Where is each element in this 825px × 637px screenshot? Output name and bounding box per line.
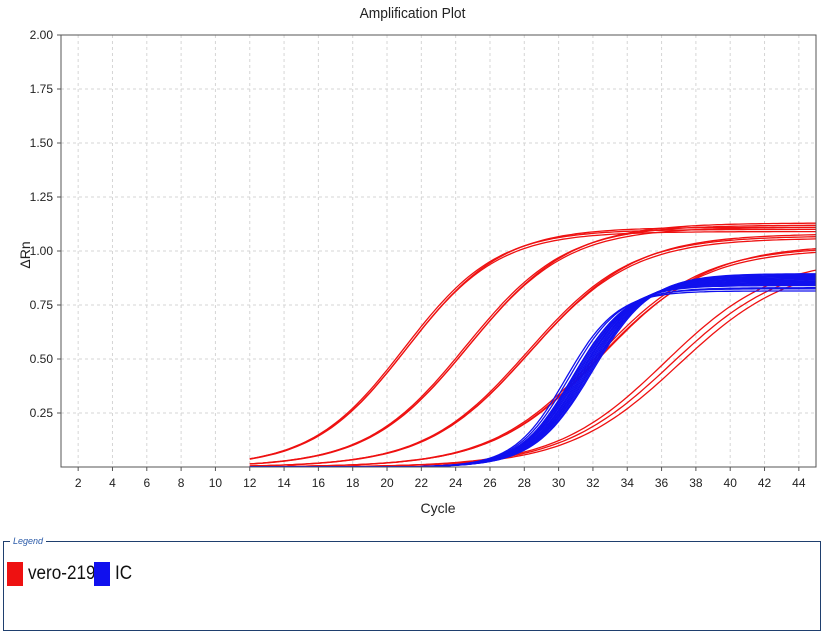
ic-curve <box>249 273 816 467</box>
legend-label: IC <box>115 563 133 584</box>
y-axis-title: ΔRn <box>17 241 33 268</box>
legend: Legend vero-219 IC <box>3 535 821 631</box>
x-tick-label: 44 <box>792 476 806 490</box>
x-tick-label: 24 <box>449 476 463 490</box>
x-axis-ticks: 2 4 6 8 10 12 14 16 18 20 22 24 26 28 30 32 34 36 38 40 42 44 <box>75 467 806 490</box>
legend-item-ic[interactable]: IC <box>94 562 134 586</box>
ic-curve <box>249 282 816 467</box>
x-tick-label: 18 <box>346 476 360 490</box>
x-tick-label: 38 <box>689 476 703 490</box>
x-tick-label: 30 <box>552 476 566 490</box>
x-tick-label: 2 <box>75 476 82 490</box>
y-tick-label: 2.00 <box>30 28 54 42</box>
x-tick-label: 4 <box>109 476 116 490</box>
y-tick-label: 1.25 <box>30 190 54 204</box>
plot-area-frame <box>60 34 817 468</box>
ic-curve <box>249 280 816 467</box>
x-tick-label: 36 <box>655 476 669 490</box>
x-tick-label: 14 <box>277 476 291 490</box>
y-tick-label: 0.50 <box>30 352 54 366</box>
y-axis-ticks: 0.25 0.50 0.75 1.00 1.25 1.50 1.75 2.00 <box>30 28 61 420</box>
x-tick-label: 32 <box>586 476 600 490</box>
x-tick-label: 34 <box>621 476 635 490</box>
y-tick-label: 0.25 <box>30 406 54 420</box>
x-tick-label: 8 <box>178 476 185 490</box>
ic-curve <box>249 290 816 467</box>
vero-219-curve <box>249 238 816 467</box>
curves <box>249 222 816 467</box>
vero-219-curve <box>249 226 816 465</box>
x-tick-label: 22 <box>415 476 429 490</box>
y-tick-label: 1.00 <box>30 244 54 258</box>
x-tick-label: 28 <box>518 476 532 490</box>
vero-219-curve <box>249 230 816 460</box>
y-tick-label: 1.50 <box>30 136 54 150</box>
ic-curve <box>249 283 816 467</box>
x-axis-title: Cycle <box>420 500 455 516</box>
legend-title: Legend <box>10 535 47 547</box>
legend-swatch-red <box>7 562 23 586</box>
y-tick-label: 0.75 <box>30 298 54 312</box>
ic-curve <box>249 281 816 467</box>
legend-swatch-blue <box>94 562 110 586</box>
x-tick-label: 10 <box>209 476 223 490</box>
ic-curve <box>249 287 816 467</box>
grid <box>61 34 816 467</box>
vero-219-curve <box>249 269 816 467</box>
x-tick-label: 6 <box>143 476 150 490</box>
amplification-plot: 2 4 6 8 10 12 14 16 18 20 22 24 26 28 30 32 34 36 38 40 42 44… <box>17 28 817 516</box>
ic-curve <box>249 288 816 467</box>
x-tick-label: 40 <box>724 476 738 490</box>
x-tick-label: 26 <box>483 476 497 490</box>
ic-curve <box>249 279 816 467</box>
x-tick-label: 16 <box>312 476 326 490</box>
legend-item-vero-219[interactable]: vero-219 <box>7 562 103 586</box>
x-tick-label: 20 <box>380 476 394 490</box>
y-tick-label: 1.75 <box>30 82 54 96</box>
chart-title: Amplification Plot <box>359 5 466 22</box>
vero-219-curve <box>249 277 816 467</box>
x-tick-label: 12 <box>243 476 257 490</box>
legend-label: vero-219 <box>28 563 96 584</box>
vero-219-curve <box>249 226 816 460</box>
vero-219-curve <box>249 273 816 467</box>
x-tick-label: 42 <box>758 476 772 490</box>
vero-219-curve <box>249 251 816 467</box>
ic-curve <box>249 275 816 467</box>
ic-curve <box>249 277 816 467</box>
